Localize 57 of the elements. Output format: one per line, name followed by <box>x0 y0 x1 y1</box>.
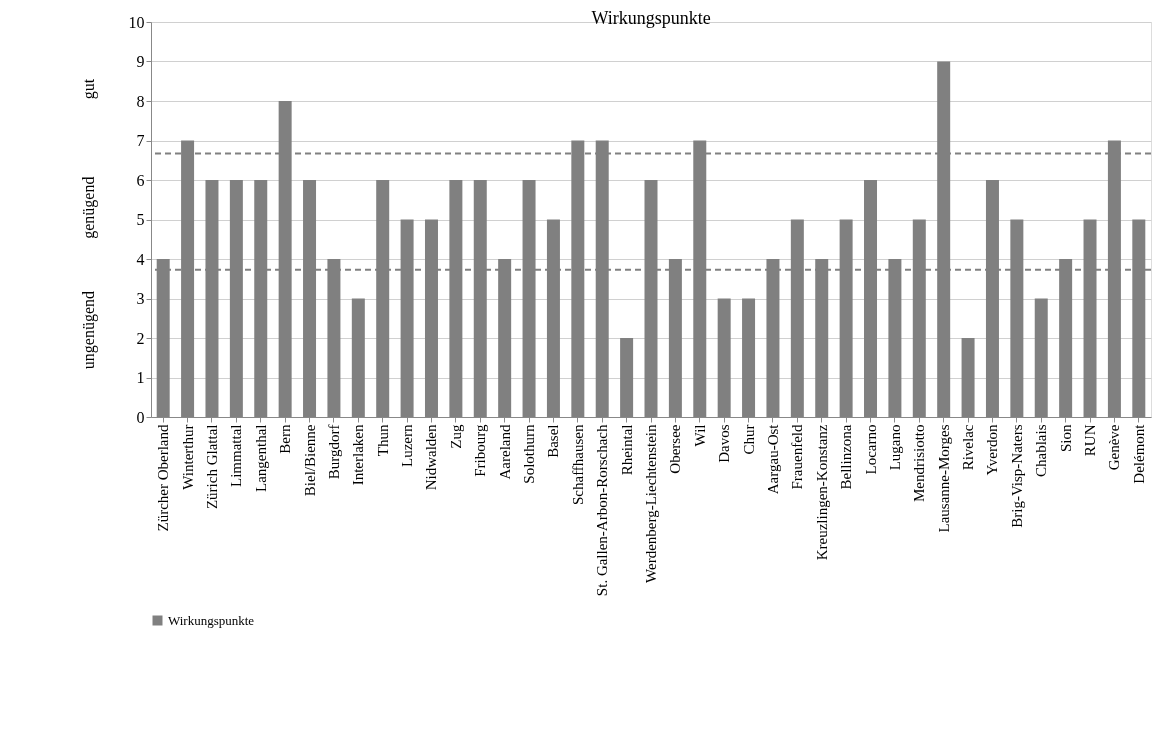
x-tick-label: Frauenfeld <box>789 424 806 490</box>
x-tick-label: Genève <box>1106 424 1123 471</box>
x-tick-label: Schaffhausen <box>569 424 586 506</box>
x-tick-label: Thun <box>374 424 391 457</box>
x-tick-label: Interlaken <box>350 424 367 486</box>
y-tick-label: 1 <box>136 369 145 386</box>
x-tick-label: Kreuzlingen-Konstanz <box>813 424 830 561</box>
y-tick-label: 3 <box>136 290 145 307</box>
x-tick-label: Brig-Visp-Naters <box>1008 424 1025 528</box>
x-tick-label: Rheintal <box>618 424 635 476</box>
x-tick-label: Lugano <box>886 424 903 471</box>
y-tick-label: 0 <box>136 408 145 426</box>
x-tick-label: Yverdon <box>984 424 1001 476</box>
x-tick-label: Rivelac <box>960 424 977 471</box>
x-tick-label: Sion <box>1057 424 1074 453</box>
legend-label: Wirkungspunkte <box>168 612 255 628</box>
x-tick-label: Werdenberg-Liechtenstein <box>643 424 659 583</box>
x-tick-label: Solothurn <box>521 424 538 484</box>
x-tick-label: St. Gallen-Arbon-Rorschach <box>594 424 611 597</box>
x-tick-label: Chur <box>740 424 757 455</box>
x-tick-label: Zug <box>447 424 464 449</box>
x-tick-label: Chablais <box>1033 424 1050 477</box>
x-tick-label: Fribourg <box>472 424 489 477</box>
chart-title: Wirkungspunkte <box>591 8 711 28</box>
y-tick-label: 5 <box>136 211 145 228</box>
x-tick-label: Langenthal <box>252 424 269 492</box>
y-tick-label: 9 <box>136 53 145 70</box>
x-tick-label: RUN <box>1082 424 1099 457</box>
x-tick-label: Delémont <box>1130 423 1147 484</box>
x-tick-label: Aargau-Ost <box>764 423 781 495</box>
x-tick-label: Aareland <box>496 424 513 480</box>
x-tick-label: Biel/Bienne <box>301 424 318 497</box>
x-tick-label: Locarno <box>862 424 879 475</box>
y-tick-label: 8 <box>136 92 145 110</box>
y-tick-label: 6 <box>136 171 145 189</box>
y-tick-label: 10 <box>128 13 145 31</box>
text: genügend <box>80 176 98 239</box>
x-tick-label: Luzern <box>399 424 416 467</box>
x-tick-label: Nidwalden <box>423 424 440 491</box>
x-tick-label: Zürcher Oberland <box>155 424 172 532</box>
x-tick-label: Mendrisiotto <box>911 424 928 502</box>
x-tick-label: Lausanne-Morges <box>935 424 952 533</box>
text: ungenügend <box>80 291 98 370</box>
x-tick-label: Basel <box>545 424 562 458</box>
x-tick-label: Wil <box>691 424 708 447</box>
x-tick-label: Winterthur <box>179 424 196 490</box>
y-tick-label: 2 <box>136 329 145 347</box>
x-tick-label: Davos <box>716 424 733 463</box>
y-tick-label: 4 <box>136 250 145 268</box>
x-tick-label: Obersee <box>667 424 684 474</box>
x-tick-label: Limmattal <box>228 424 245 487</box>
text: gut <box>80 78 98 100</box>
x-tick-label: Burgdorf <box>325 424 342 480</box>
y-tick-label: 7 <box>136 132 145 149</box>
x-tick-label: Bellinzona <box>838 424 855 490</box>
x-tick-label: Bern <box>277 424 294 454</box>
x-tick-label: Zürich Glattal <box>203 424 220 510</box>
